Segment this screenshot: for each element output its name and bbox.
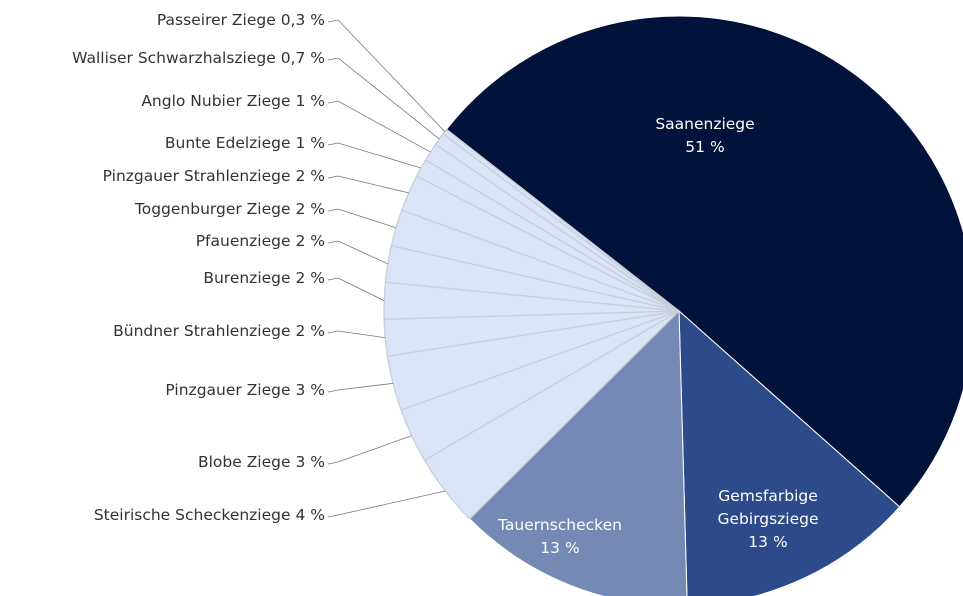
category-name: Anglo Nubier Ziege (141, 92, 290, 110)
leader-line (327, 19, 446, 132)
value-label: 2 % (295, 232, 325, 250)
value-label: 0,7 % (281, 49, 325, 67)
leader-line (327, 208, 397, 229)
slice-label: Burenziege 2 % (203, 269, 325, 287)
slice-label: Tauernschecken (498, 516, 622, 534)
value-label: 2 % (295, 322, 325, 340)
leader-line (327, 277, 385, 302)
pie-slice (678, 309, 901, 596)
slice-label: Gemsfarbige Gebirgsziege (717, 487, 819, 528)
value-label: 2 % (295, 200, 325, 218)
value-label: 1 % (295, 92, 325, 110)
category-name: Burenziege (203, 269, 290, 287)
category-name: Bunte Edelziege (165, 134, 291, 152)
value-label: 0,3 % (281, 11, 325, 29)
category-name: Pfauenziege (196, 232, 291, 250)
category-name: Walliser Schwarzhalsziege (72, 49, 276, 67)
slice-label: Toggenburger Ziege 2 % (134, 200, 325, 218)
slice-value-label: 13 % (540, 539, 580, 557)
slice-label: Saanenziege (655, 115, 755, 133)
pie-slice (442, 128, 680, 312)
leader-line (327, 142, 422, 169)
category-name: Bündner Strahlenziege (113, 322, 290, 340)
leader-line (327, 240, 388, 265)
slice-label: Pinzgauer Strahlenziege 2 % (103, 167, 325, 185)
leader-line (327, 100, 431, 153)
slice-label: Pfauenziege 2 % (196, 232, 325, 250)
category-name: Pinzgauer Ziege (165, 381, 290, 399)
category-name: Toggenburger Ziege (134, 200, 291, 218)
value-label: 2 % (295, 269, 325, 287)
slice-label: Anglo Nubier Ziege 1 % (141, 92, 325, 110)
category-name: Steirische Scheckenziege (94, 506, 291, 524)
leader-line (327, 435, 412, 465)
slice-label: Bündner Strahlenziege 2 % (113, 322, 325, 340)
category-name: Blobe Ziege (198, 453, 291, 471)
slice-label: Bunte Edelziege 1 % (165, 134, 325, 152)
slice-label: Passeirer Ziege 0,3 % (157, 11, 325, 29)
category-name: Passeirer Ziege (157, 11, 276, 29)
leader-line (327, 175, 409, 194)
category-name: Pinzgauer Strahlenziege (103, 167, 291, 185)
pie-slice (445, 15, 963, 508)
leader-line (327, 382, 394, 393)
value-label: 2 % (295, 167, 325, 185)
slice-value-label: 13 % (748, 533, 788, 551)
leader-line (327, 490, 446, 518)
slice-label: Walliser Schwarzhalsziege 0,7 % (72, 49, 325, 67)
leader-line (327, 57, 440, 140)
slice-label: Pinzgauer Ziege 3 % (165, 381, 325, 399)
value-label: 4 % (295, 506, 325, 524)
slice-label: Blobe Ziege 3 % (198, 453, 325, 471)
value-label: 3 % (295, 453, 325, 471)
value-label: 1 % (295, 134, 325, 152)
value-label: 3 % (295, 381, 325, 399)
pie-slice (468, 309, 688, 596)
slice-value-label: 51 % (685, 138, 725, 156)
slice-label: Steirische Scheckenziege 4 % (94, 506, 325, 524)
leader-line (327, 330, 386, 339)
